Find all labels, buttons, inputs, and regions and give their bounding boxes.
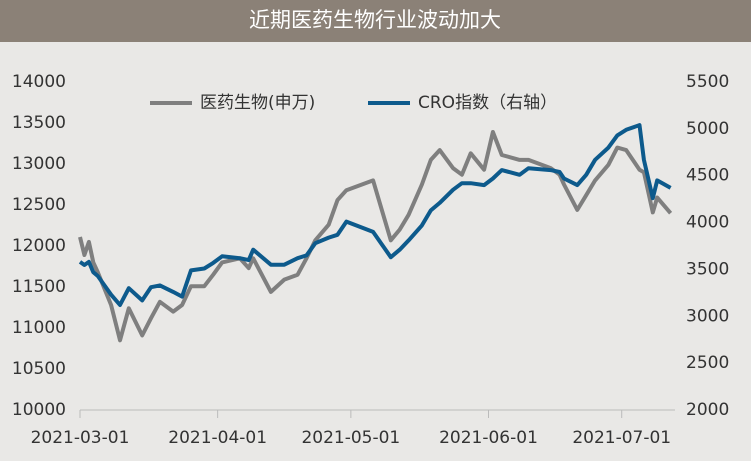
y2-tick-label: 5500 [686, 72, 729, 92]
x-tick-label: 2021-03-01 [31, 428, 130, 448]
y-tick-label: 12500 [12, 195, 66, 215]
y-tick-label: 13000 [12, 154, 66, 174]
x-tick-label: 2021-05-01 [301, 428, 400, 448]
y-tick-label: 10500 [12, 359, 66, 379]
y-tick-label: 14000 [12, 72, 66, 92]
y2-tick-label: 2500 [686, 353, 729, 373]
y-tick-label: 10000 [12, 400, 66, 420]
y-tick-label: 11000 [12, 318, 66, 338]
y2-tick-label: 4500 [686, 166, 729, 186]
x-tick-label: 2021-04-01 [168, 428, 267, 448]
y2-tick-label: 5000 [686, 119, 729, 139]
y-tick-label: 13500 [12, 113, 66, 133]
chart-title: 近期医药生物行业波动加大 [249, 8, 501, 32]
x-tick-label: 2021-06-01 [439, 428, 538, 448]
y2-tick-label: 3000 [686, 306, 729, 326]
series-line [78, 123, 672, 307]
title-bar [0, 0, 751, 42]
y2-tick-label: 3500 [686, 259, 729, 279]
y-tick-label: 11500 [12, 277, 66, 297]
series-line [78, 130, 673, 343]
legend-label: 医药生物(申万) [200, 93, 315, 113]
y-tick-label: 12000 [12, 236, 66, 256]
y2-tick-label: 2000 [686, 400, 729, 420]
y2-tick-label: 4000 [686, 213, 729, 233]
x-tick-label: 2021-07-01 [572, 428, 671, 448]
legend-label: CRO指数（右轴） [418, 93, 557, 113]
